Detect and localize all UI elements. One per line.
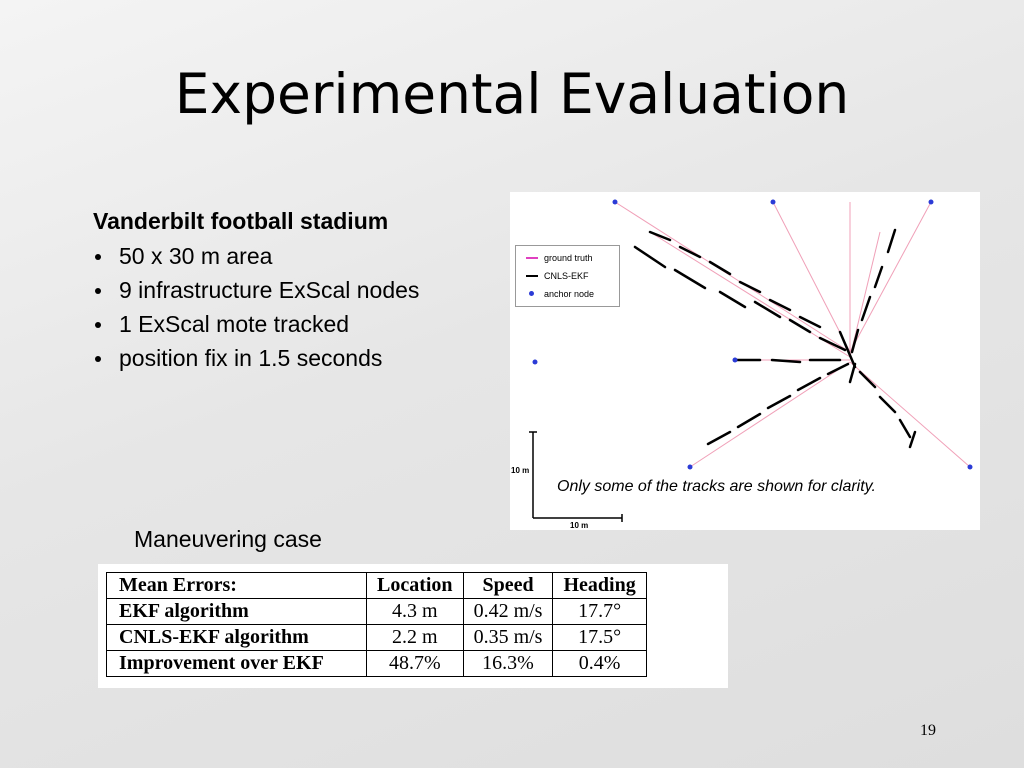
dot-swatch-icon — [529, 291, 534, 296]
track-plot — [529, 199, 973, 522]
bullet-list: 50 x 30 m area 9 infrastructure ExScal n… — [93, 242, 503, 372]
bullet-text: 50 x 30 m area — [119, 243, 273, 269]
header-cell: Speed — [462, 572, 554, 599]
legend: ground truth CNLS-EKF anchor node — [515, 245, 620, 307]
table-row: EKF algorithm 4.3 m 0.42 m/s 17.7° — [106, 598, 647, 625]
bullet-dot-icon — [95, 288, 101, 294]
bullet-item: 1 ExScal mote tracked — [93, 310, 503, 338]
table-row: Improvement over EKF 48.7% 16.3% 0.4% — [106, 650, 647, 677]
page-number: 19 — [920, 722, 936, 739]
bullet-item: 50 x 30 m area — [93, 242, 503, 270]
bullet-item: position fix in 1.5 seconds — [93, 344, 503, 372]
errors-table: Mean Errors: Location Speed Heading EKF … — [106, 572, 647, 677]
scale-y-label: 10 m — [511, 466, 530, 475]
line-swatch-icon — [526, 257, 538, 259]
table-cell: 48.7% — [366, 650, 464, 677]
table-cell: 2.2 m — [366, 624, 464, 651]
table-cell: 0.42 m/s — [462, 598, 554, 625]
errors-table-panel: Mean Errors: Location Speed Heading EKF … — [98, 564, 728, 688]
ground-truth-lines — [614, 201, 971, 468]
table-cell: 4.3 m — [366, 598, 464, 625]
table-caption: Maneuvering case — [134, 526, 322, 552]
table-row: CNLS-EKF algorithm 2.2 m 0.35 m/s 17.5° — [106, 624, 647, 651]
cnls-ekf-tracks — [633, 228, 917, 449]
bullet-text: 1 ExScal mote tracked — [119, 311, 350, 337]
scale-bar — [529, 431, 623, 522]
header-cell: Location — [366, 572, 464, 599]
bullet-dot-icon — [95, 322, 101, 328]
bullet-panel: Vanderbilt football stadium 50 x 30 m ar… — [93, 208, 503, 378]
bullet-heading: Vanderbilt football stadium — [93, 208, 389, 234]
table-cell: 0.4% — [552, 650, 647, 677]
table-cell: 17.5° — [552, 624, 647, 651]
row-label: CNLS-EKF algorithm — [106, 624, 367, 651]
legend-label: ground truth — [544, 253, 593, 263]
slide-title: Experimental Evaluation — [174, 62, 850, 126]
table-cell: 17.7° — [552, 598, 647, 625]
header-cell: Mean Errors: — [106, 572, 367, 599]
bullet-item: 9 infrastructure ExScal nodes — [93, 276, 503, 304]
scale-x-label: 10 m — [570, 521, 589, 530]
tracking-figure: ground truth CNLS-EKF anchor node 10 m 1… — [510, 192, 980, 530]
legend-label: CNLS-EKF — [544, 271, 589, 281]
header-cell: Heading — [552, 572, 647, 599]
bullet-dot-icon — [95, 356, 101, 362]
row-label: Improvement over EKF — [106, 650, 367, 677]
table-cell: 16.3% — [462, 650, 554, 677]
anchor-nodes — [532, 199, 973, 470]
table-cell: 0.35 m/s — [462, 624, 554, 651]
table-header-row: Mean Errors: Location Speed Heading — [106, 572, 647, 599]
legend-label: anchor node — [544, 289, 595, 299]
figure-caption: Only some of the tracks are shown for cl… — [557, 478, 876, 495]
line-swatch-icon — [526, 275, 538, 277]
bullet-text: position fix in 1.5 seconds — [119, 345, 383, 371]
row-label: EKF algorithm — [106, 598, 367, 625]
bullet-text: 9 infrastructure ExScal nodes — [119, 277, 420, 303]
bullet-dot-icon — [95, 254, 101, 260]
